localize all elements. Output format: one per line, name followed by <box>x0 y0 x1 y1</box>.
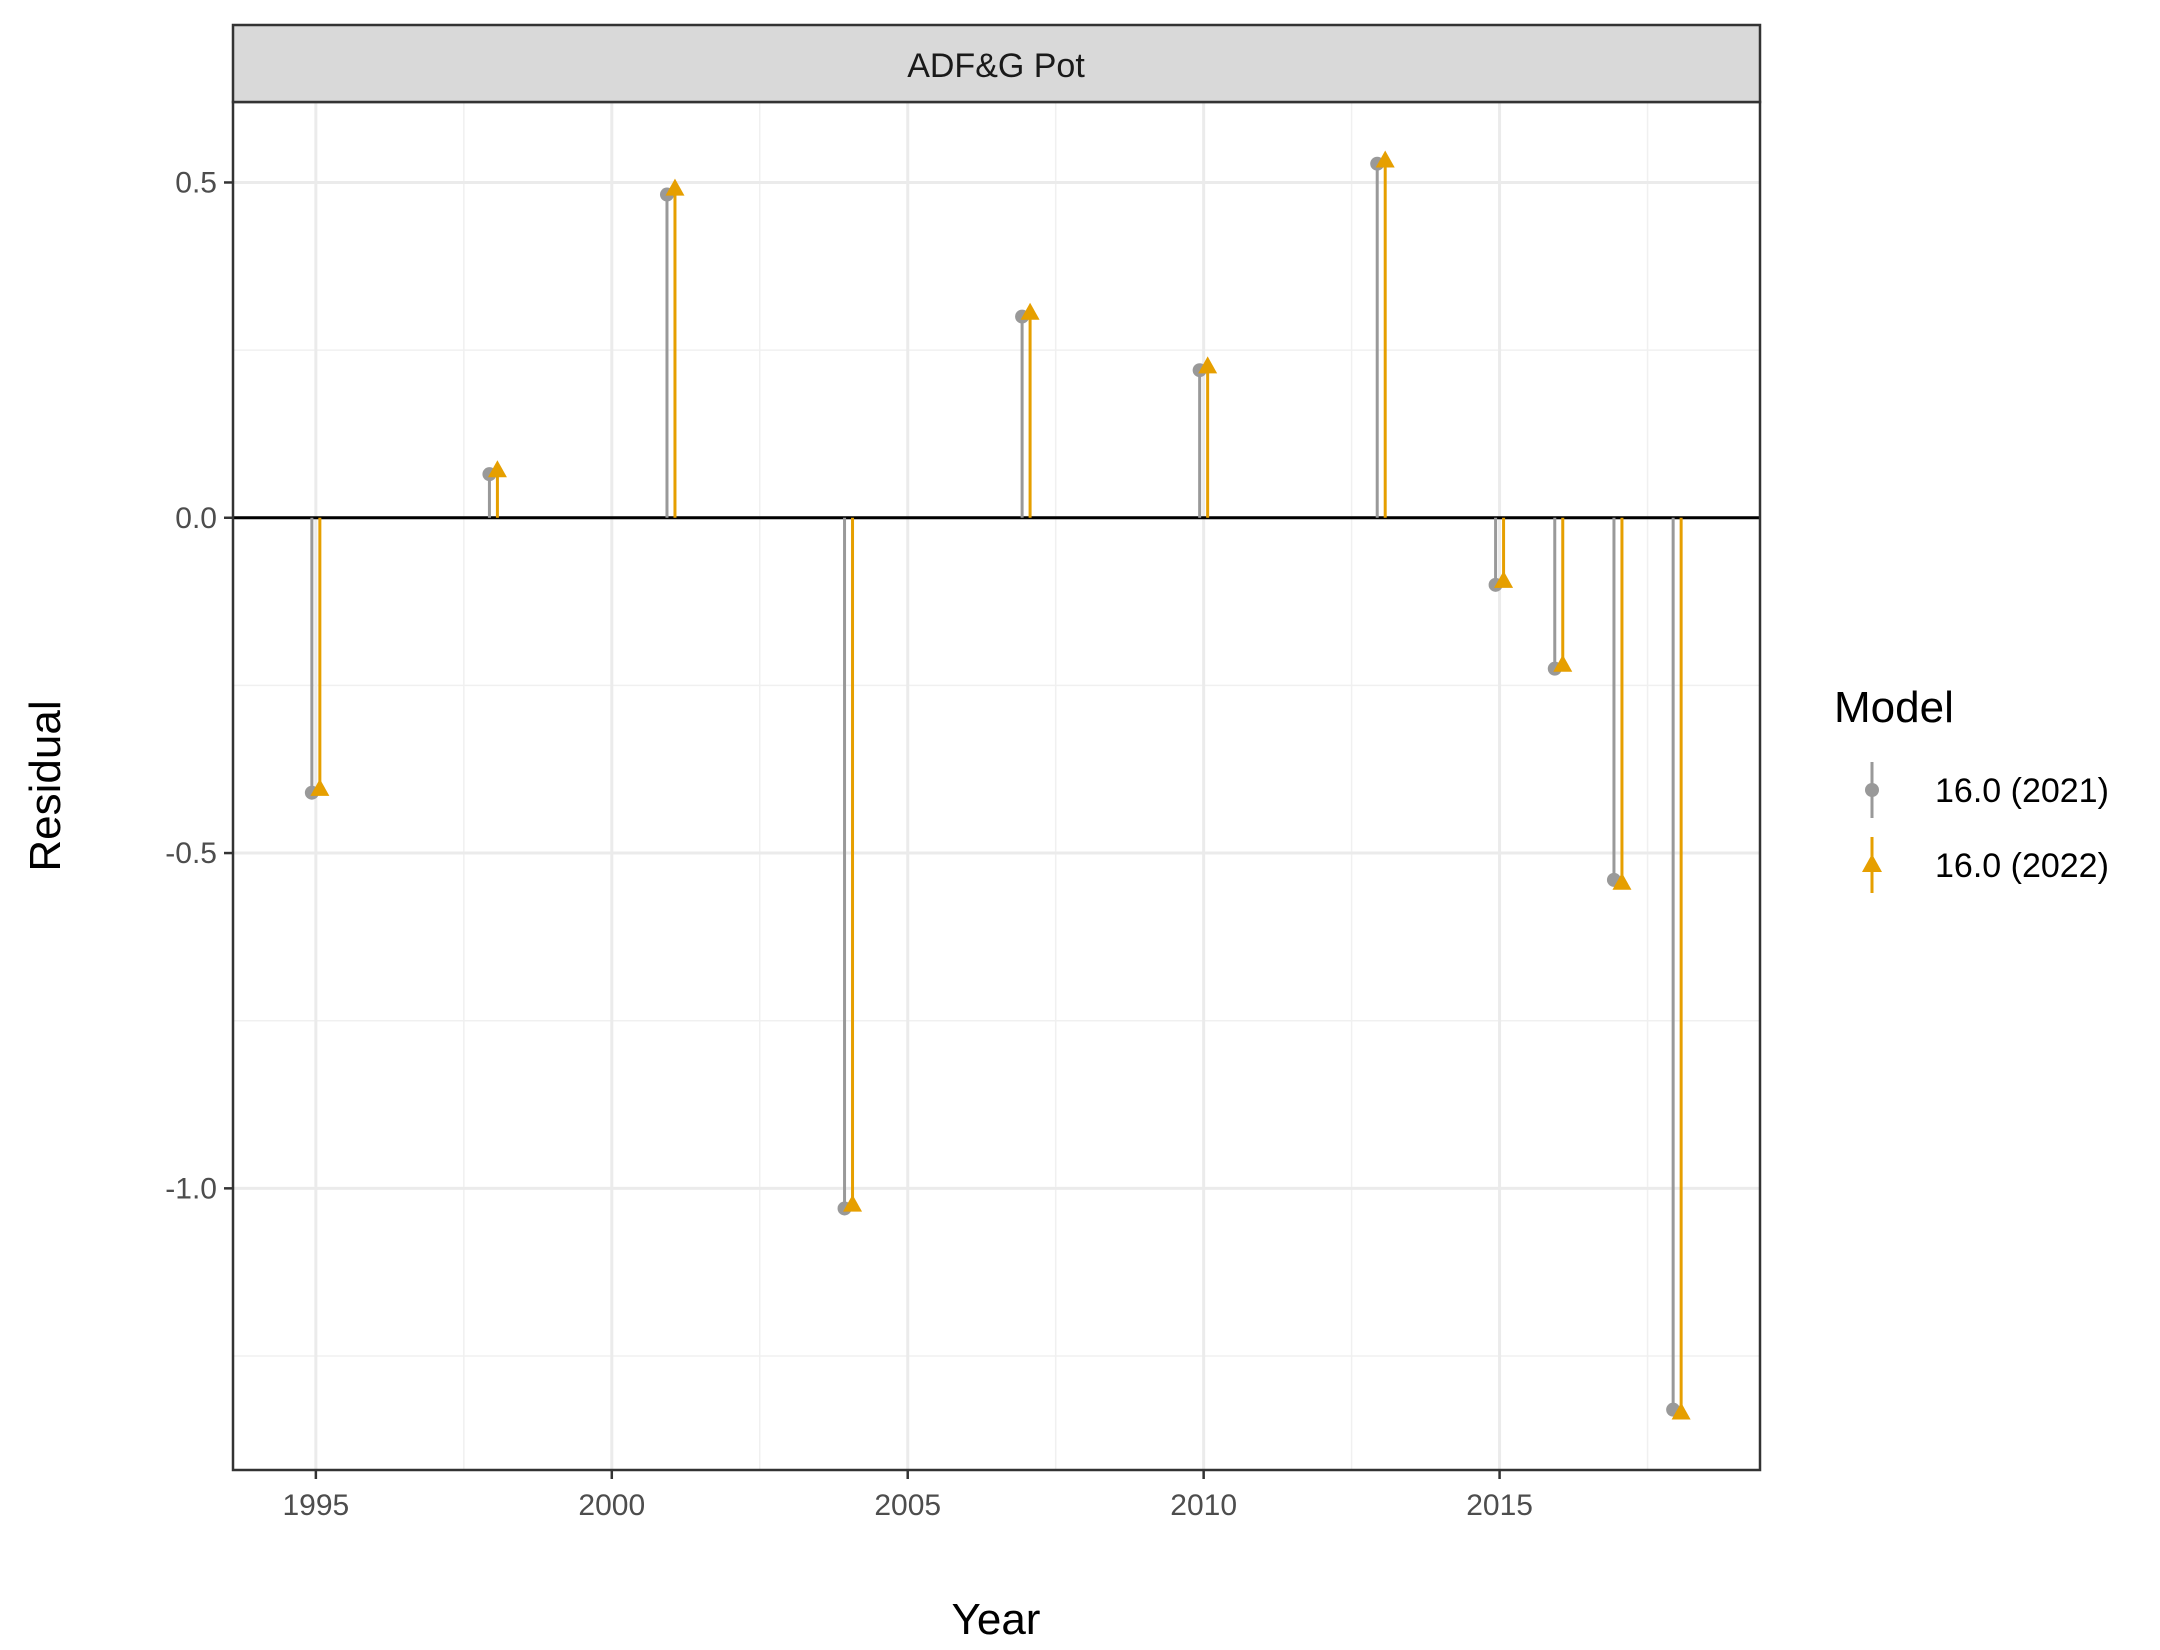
facet-strip-title: ADF&G Pot <box>907 47 1085 85</box>
residual-point <box>665 178 685 196</box>
residual-point <box>1494 570 1514 588</box>
series-marks <box>304 150 1691 1420</box>
y-tick-label: 0.0 <box>175 502 217 535</box>
y-tick-label: 0.5 <box>175 166 217 199</box>
x-tick-label: 2000 <box>578 1489 645 1522</box>
legend-key-triangle <box>1862 854 1882 872</box>
x-tick-label: 2005 <box>874 1489 941 1522</box>
residual-point <box>1671 1402 1691 1420</box>
y-axis-title: Residual <box>21 700 70 871</box>
x-axis: 1995 2000 2005 2010 2015 <box>282 1470 1533 1522</box>
x-axis-title: Year <box>952 1595 1041 1644</box>
panel-background <box>233 102 1760 1470</box>
x-tick-label: 2010 <box>1170 1489 1237 1522</box>
legend-key-circle <box>1865 783 1879 797</box>
y-tick-label: -0.5 <box>165 837 217 870</box>
legend-item-1: 16.0 (2021) <box>1865 762 2109 818</box>
series-2 <box>310 150 1691 1420</box>
residual-point <box>487 460 507 478</box>
y-axis: 0.5 0.0 -0.5 -1.0 <box>165 166 233 1205</box>
series-1 <box>304 156 1681 1417</box>
residual-point <box>1375 150 1395 168</box>
residual-point <box>1553 654 1573 672</box>
legend: Model 16.0 (2021) 16.0 (2022) <box>1834 683 2109 893</box>
legend-title: Model <box>1834 683 1954 732</box>
residual-point <box>843 1194 863 1212</box>
x-tick-label: 2015 <box>1466 1489 1533 1522</box>
residual-point <box>1198 356 1218 374</box>
legend-item-2: 16.0 (2022) <box>1862 837 2109 893</box>
residual-point <box>310 778 330 796</box>
residual-point <box>1612 872 1632 890</box>
legend-label: 16.0 (2021) <box>1935 772 2109 810</box>
residual-point <box>1020 302 1040 320</box>
y-tick-label: -1.0 <box>165 1172 217 1205</box>
legend-label: 16.0 (2022) <box>1935 847 2109 885</box>
x-tick-label: 1995 <box>282 1489 349 1522</box>
facet-strip <box>231 23 1762 104</box>
legend-items: 16.0 (2021) 16.0 (2022) <box>1862 762 2109 893</box>
